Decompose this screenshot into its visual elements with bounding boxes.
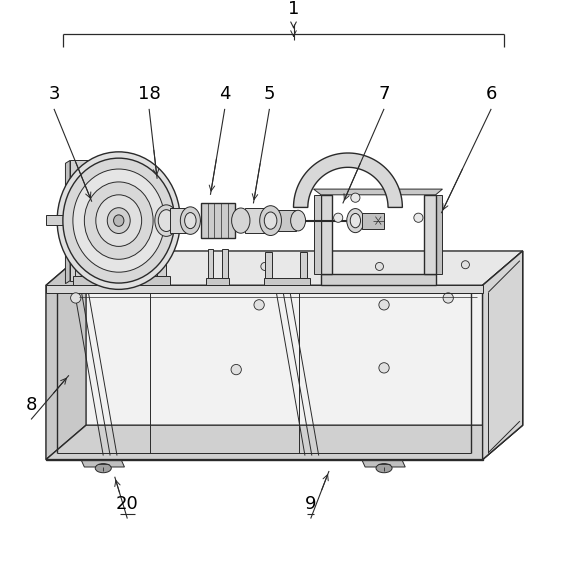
- Ellipse shape: [57, 152, 180, 289]
- Text: 3: 3: [48, 85, 60, 103]
- Polygon shape: [264, 278, 309, 285]
- Polygon shape: [424, 195, 436, 274]
- Ellipse shape: [347, 209, 364, 233]
- Polygon shape: [245, 208, 269, 233]
- Polygon shape: [294, 153, 402, 207]
- Ellipse shape: [95, 464, 112, 473]
- Text: 6: 6: [485, 85, 497, 103]
- Polygon shape: [65, 160, 70, 284]
- Ellipse shape: [232, 208, 250, 233]
- Ellipse shape: [185, 213, 196, 229]
- Ellipse shape: [85, 182, 153, 259]
- Ellipse shape: [180, 207, 200, 234]
- Polygon shape: [46, 285, 483, 460]
- Polygon shape: [73, 276, 170, 285]
- Ellipse shape: [259, 206, 282, 236]
- Circle shape: [461, 261, 470, 269]
- Text: 18: 18: [138, 85, 160, 103]
- Polygon shape: [483, 251, 522, 460]
- Polygon shape: [222, 249, 228, 278]
- Ellipse shape: [113, 215, 124, 226]
- Text: 1: 1: [288, 1, 299, 18]
- Circle shape: [379, 363, 389, 373]
- Ellipse shape: [73, 169, 164, 272]
- Circle shape: [231, 364, 241, 375]
- Circle shape: [443, 293, 453, 303]
- Text: 4: 4: [219, 85, 231, 103]
- Polygon shape: [321, 195, 332, 274]
- Polygon shape: [70, 160, 96, 281]
- Polygon shape: [201, 203, 235, 238]
- Ellipse shape: [350, 213, 360, 228]
- Ellipse shape: [291, 210, 305, 231]
- Polygon shape: [436, 195, 443, 274]
- Circle shape: [254, 300, 264, 310]
- Circle shape: [379, 300, 389, 310]
- Polygon shape: [46, 285, 483, 293]
- Circle shape: [70, 293, 81, 303]
- Polygon shape: [301, 252, 307, 278]
- Ellipse shape: [96, 195, 141, 246]
- Text: 8: 8: [25, 396, 37, 414]
- Polygon shape: [208, 249, 213, 278]
- Text: 20: 20: [116, 495, 139, 513]
- Polygon shape: [207, 278, 230, 285]
- Text: 9: 9: [305, 495, 316, 513]
- Circle shape: [376, 262, 383, 270]
- Ellipse shape: [63, 158, 174, 283]
- Polygon shape: [75, 259, 85, 276]
- Polygon shape: [321, 274, 436, 285]
- Polygon shape: [170, 208, 190, 233]
- Ellipse shape: [264, 212, 277, 229]
- Polygon shape: [46, 251, 522, 285]
- Polygon shape: [313, 189, 443, 195]
- Polygon shape: [362, 461, 405, 467]
- Polygon shape: [46, 215, 73, 225]
- Polygon shape: [157, 259, 166, 276]
- Ellipse shape: [107, 208, 130, 234]
- Circle shape: [333, 213, 343, 222]
- Polygon shape: [313, 195, 321, 274]
- Polygon shape: [58, 258, 511, 292]
- Ellipse shape: [158, 210, 174, 231]
- Circle shape: [351, 193, 360, 202]
- Text: 7: 7: [378, 85, 390, 103]
- Ellipse shape: [155, 205, 178, 236]
- Polygon shape: [82, 461, 124, 467]
- Text: 5: 5: [264, 85, 275, 103]
- Polygon shape: [75, 253, 166, 261]
- Polygon shape: [265, 252, 272, 278]
- Polygon shape: [58, 418, 511, 453]
- Ellipse shape: [376, 464, 392, 473]
- Polygon shape: [46, 251, 86, 460]
- Circle shape: [414, 213, 423, 222]
- Polygon shape: [483, 251, 522, 460]
- Polygon shape: [362, 213, 384, 229]
- Polygon shape: [276, 210, 296, 231]
- Circle shape: [72, 260, 80, 268]
- Circle shape: [261, 262, 269, 270]
- Polygon shape: [46, 425, 522, 460]
